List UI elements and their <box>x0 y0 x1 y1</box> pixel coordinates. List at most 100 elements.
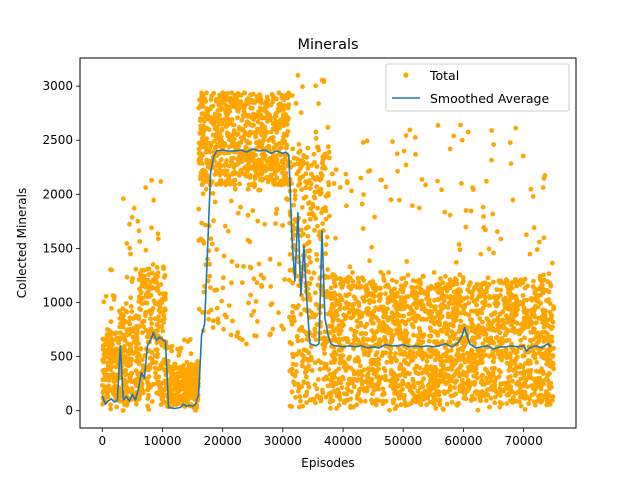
total-point <box>498 236 504 242</box>
total-point <box>393 299 398 305</box>
total-point <box>149 270 155 276</box>
total-point <box>373 402 379 408</box>
total-point <box>124 358 130 364</box>
total-point <box>301 296 306 302</box>
total-point <box>457 388 463 394</box>
total-point <box>200 191 206 197</box>
total-point <box>206 316 212 322</box>
total-point <box>285 197 290 203</box>
total-point <box>304 248 310 254</box>
total-point <box>396 197 402 203</box>
total-point <box>250 154 255 160</box>
total-point <box>330 398 336 404</box>
total-point <box>533 402 538 408</box>
total-point <box>143 313 148 318</box>
total-point <box>439 291 445 296</box>
total-point <box>326 182 332 188</box>
total-point <box>536 315 542 321</box>
total-point <box>412 394 418 400</box>
total-point <box>449 399 455 405</box>
total-point <box>299 187 304 192</box>
total-point <box>308 259 313 265</box>
total-point <box>310 201 316 207</box>
total-point <box>365 337 371 342</box>
total-point <box>274 163 280 169</box>
total-point <box>292 196 298 202</box>
total-point <box>379 177 384 183</box>
total-point <box>441 375 447 381</box>
total-point <box>138 300 144 305</box>
total-point <box>447 146 453 152</box>
total-point <box>228 95 233 101</box>
total-point <box>312 326 318 332</box>
total-point <box>490 352 496 358</box>
total-point <box>341 322 346 328</box>
total-point <box>371 387 377 393</box>
total-point <box>149 321 155 326</box>
total-point <box>220 285 226 291</box>
total-point <box>146 266 152 272</box>
total-point <box>508 362 514 368</box>
total-point <box>469 324 475 330</box>
total-point <box>279 93 285 99</box>
total-point <box>452 294 458 299</box>
total-point <box>428 286 434 292</box>
total-point <box>522 335 527 341</box>
total-point <box>533 334 539 339</box>
total-point <box>497 280 503 286</box>
total-point <box>334 381 340 386</box>
total-point <box>380 320 386 325</box>
total-point <box>506 391 512 397</box>
total-point <box>455 367 461 372</box>
total-point <box>410 376 416 382</box>
total-point <box>172 393 177 399</box>
total-point <box>102 351 108 357</box>
total-point <box>120 306 126 312</box>
total-point <box>200 181 206 186</box>
total-point <box>298 311 304 317</box>
total-point <box>491 279 496 285</box>
total-point <box>236 144 242 150</box>
total-point <box>323 242 329 248</box>
total-point <box>146 272 151 277</box>
total-point <box>484 380 490 385</box>
total-point <box>432 286 438 291</box>
total-point <box>393 351 398 356</box>
total-point <box>257 115 263 121</box>
total-point <box>265 118 270 124</box>
total-point <box>497 404 503 410</box>
total-point <box>307 295 313 301</box>
total-point <box>313 312 319 318</box>
total-point <box>266 178 272 184</box>
total-point <box>424 358 430 364</box>
total-point <box>336 402 342 408</box>
total-point <box>438 276 443 281</box>
total-point <box>514 283 519 289</box>
total-point <box>147 328 153 334</box>
total-point <box>156 314 162 320</box>
total-point <box>302 370 308 375</box>
total-point <box>257 187 263 193</box>
total-point <box>487 386 493 392</box>
total-point <box>318 394 324 400</box>
total-point <box>294 156 300 162</box>
total-point <box>223 124 229 129</box>
total-point <box>409 315 415 321</box>
total-point <box>532 391 537 396</box>
x-axis: 0 10000 20000 30000 40000 50000 60000 70000 <box>98 428 543 448</box>
total-point <box>358 175 364 181</box>
total-point <box>415 380 421 386</box>
total-point <box>494 294 499 299</box>
total-point <box>489 128 495 133</box>
total-point <box>255 218 261 224</box>
total-point <box>298 398 303 404</box>
total-point <box>550 319 556 325</box>
total-point <box>485 275 491 281</box>
total-point <box>163 400 168 405</box>
legend: Total Smoothed Average <box>385 63 570 112</box>
total-point <box>254 280 260 286</box>
total-point <box>460 304 465 309</box>
total-point <box>225 133 231 139</box>
total-point <box>347 264 353 270</box>
